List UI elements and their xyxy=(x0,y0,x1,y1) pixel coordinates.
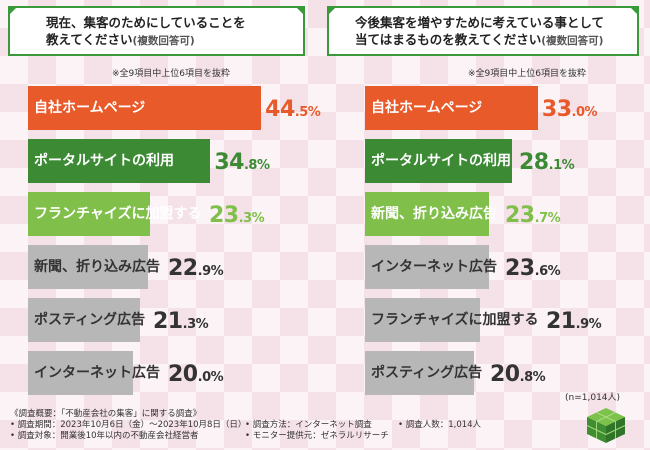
corner-decoration-icon xyxy=(327,6,337,16)
right-title-line2: 当てはまるものを教えてください(複数回答可) xyxy=(355,31,637,50)
survey-footer-right: • 調査人数：1,014人 xyxy=(398,420,481,431)
bar-category-label: 新聞、折り込み広告 xyxy=(371,206,497,222)
survey-period: • 調査期間：2023年10月6日（金）〜2023年10月8日（日） xyxy=(10,420,247,430)
bar-value-label: 28.1% xyxy=(519,150,575,175)
bar xyxy=(365,298,480,342)
survey-footer-middle: • 調査方法：インターネット調査 • モニター提供元：ゼネラルリサーチ xyxy=(245,420,389,442)
corner-decoration-icon xyxy=(295,6,305,16)
bar-category-label: フランチャイズに加盟する xyxy=(371,312,539,328)
left-title-line2: 教えてください(複数回答可) xyxy=(46,31,303,50)
survey-provider: • モニター提供元：ゼネラルリサーチ xyxy=(245,431,389,441)
left-title-line1: 現在、集客のためにしていることを xyxy=(46,15,246,30)
bar-value-label: 34.8% xyxy=(214,150,270,175)
bar xyxy=(28,139,211,183)
bar-category-label: インターネット広告 xyxy=(371,259,497,275)
survey-target: • 調査対象：開業後10年以内の不動産会社経営者 xyxy=(10,431,199,441)
bar xyxy=(28,298,140,342)
survey-method: • 調査方法：インターネット調査 xyxy=(245,420,372,430)
bar xyxy=(28,351,133,395)
corner-decoration-icon xyxy=(629,6,639,16)
bar-value-label: 22.9% xyxy=(168,256,224,281)
right-title-line2-main: 当てはまるものを教えてください xyxy=(355,32,542,47)
right-title-line1: 今後集客を増やすために考えている事として xyxy=(355,15,605,30)
corner-decoration-icon xyxy=(8,6,18,16)
bar-value-label: 21.9% xyxy=(546,309,602,334)
bar-category-label: 新聞、折り込み広告 xyxy=(34,259,160,275)
bar-value-label: 23.7% xyxy=(505,203,561,228)
bar-value-label: 20.0% xyxy=(168,362,224,387)
bar-value-label: 23.6% xyxy=(505,256,561,281)
bar-category-label: ポータルサイトの利用 xyxy=(34,153,174,169)
bar xyxy=(28,245,148,289)
bar-category-label: ポスティング広告 xyxy=(371,365,483,381)
survey-heading: 《調査概要：「不動産会社の集客」に関する調査》 xyxy=(10,409,202,419)
survey-count: • 調査人数：1,014人 xyxy=(398,420,482,430)
right-title-note: (複数回答可) xyxy=(541,35,604,47)
left-title-line2-main: 教えてください xyxy=(46,32,133,47)
bar-value-label: 23.3% xyxy=(209,203,265,228)
green-cube-logo-icon xyxy=(586,408,626,443)
bar xyxy=(365,139,513,183)
left-title-note: (複数回答可) xyxy=(132,35,195,47)
bar-category-label: ポスティング広告 xyxy=(34,312,146,328)
sample-size: (n=1,014人) xyxy=(565,393,621,403)
bar xyxy=(365,245,489,289)
bar xyxy=(365,192,490,236)
right-chart-title: 今後集客を増やすために考えている事として 当てはまるものを教えてください(複数回… xyxy=(327,6,639,56)
bar-value-label: 20.8% xyxy=(490,362,546,387)
bar-category-label: インターネット広告 xyxy=(34,365,160,381)
bar xyxy=(28,192,151,236)
bar-category-label: 自社ホームページ xyxy=(34,100,146,116)
right-chart-note: ※全9項目中上位6項目を抜粋 xyxy=(468,69,586,79)
bar-category-label: フランチャイズに加盟する xyxy=(34,206,202,222)
right-bar-chart: 自社ホームページ 33.0% ポータルサイトの利用 28.1% 新聞、折り込み広告 23.… xyxy=(365,86,650,395)
left-chart-note: ※全9項目中上位6項目を抜粋 xyxy=(112,69,230,79)
bar xyxy=(28,86,262,130)
bar xyxy=(365,86,538,130)
bar xyxy=(365,351,474,395)
left-bar-chart: 自社ホームページ 44.5% ポータルサイトの利用 34.8% フランチャイズに加盟する… xyxy=(28,86,328,395)
survey-footer-left: 《調査概要：「不動産会社の集客」に関する調査》 • 調査期間：2023年10月6… xyxy=(10,409,246,442)
left-chart-title: 現在、集客のためにしていることを 教えてください(複数回答可) xyxy=(8,6,305,56)
bar-value-label: 33.0% xyxy=(541,97,598,122)
bar-value-label: 21.3% xyxy=(153,309,209,334)
bar-category-label: ポータルサイトの利用 xyxy=(371,153,511,169)
bar-category-label: 自社ホームページ xyxy=(371,100,483,116)
bar-value-label: 44.5% xyxy=(265,97,321,122)
